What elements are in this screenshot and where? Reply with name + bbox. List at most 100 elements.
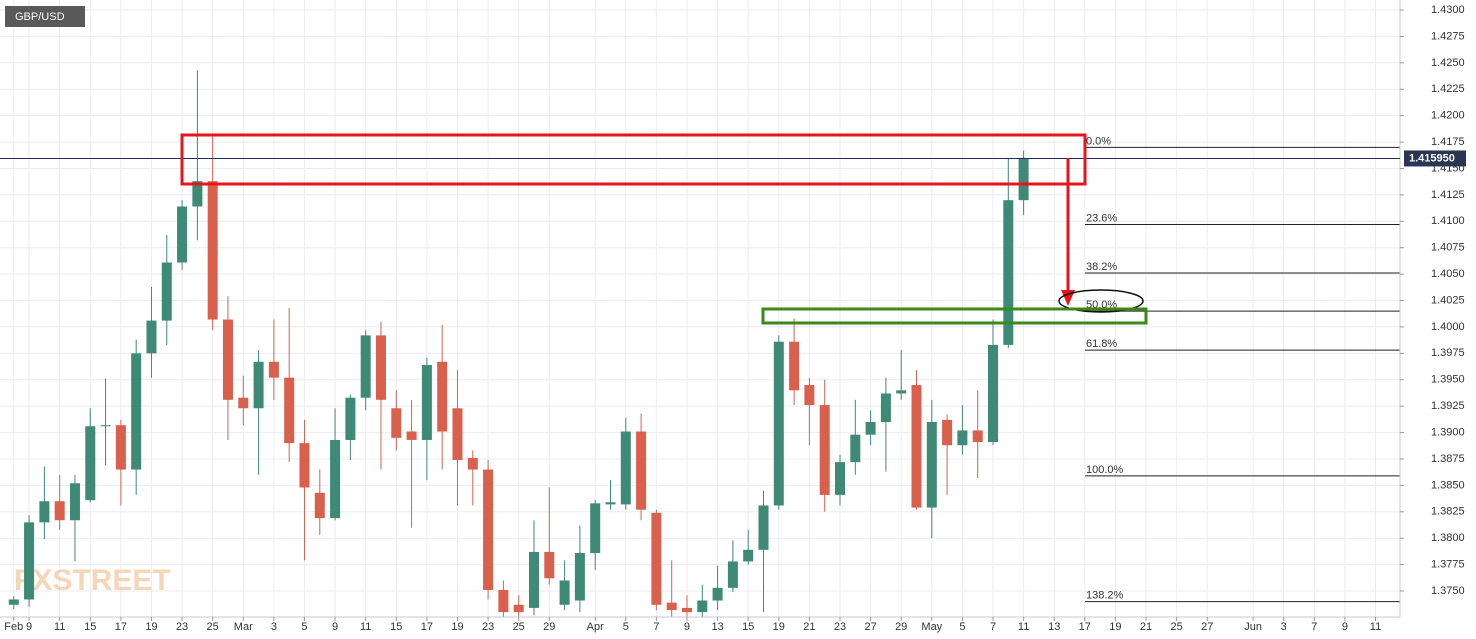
x-tick-label: 5 xyxy=(959,621,965,633)
candle-body xyxy=(620,431,631,505)
candle-body xyxy=(773,341,784,506)
y-tick-label: 1.4100 xyxy=(1431,215,1465,227)
highlight-ellipse xyxy=(1058,289,1144,313)
candle-body xyxy=(636,431,647,510)
y-tick-label: 1.3875 xyxy=(1431,453,1465,465)
arrow-head xyxy=(1061,290,1075,306)
y-tick-label: 1.4050 xyxy=(1431,268,1465,280)
candle-body xyxy=(712,587,723,601)
candle-body xyxy=(299,443,310,488)
y-tick-label: 1.4125 xyxy=(1431,189,1465,201)
candle-body xyxy=(1003,200,1014,345)
last-price-badge xyxy=(1404,150,1466,167)
candle-body xyxy=(605,502,616,505)
candle-body xyxy=(253,361,264,409)
candle-body xyxy=(222,319,233,400)
candle-body xyxy=(988,344,999,443)
y-tick-label: 1.4025 xyxy=(1431,294,1465,306)
support-box xyxy=(761,307,1148,325)
candle-body xyxy=(896,390,907,394)
candle-body xyxy=(69,483,80,521)
y-tick-label: 1.4075 xyxy=(1431,242,1465,254)
fib-label: 0.0% xyxy=(1086,135,1111,147)
candle-body xyxy=(574,552,585,601)
candle-body xyxy=(528,551,539,608)
y-tick-label: 1.3750 xyxy=(1431,585,1465,597)
candle-body xyxy=(391,408,402,438)
x-tick-label: 9 xyxy=(26,621,32,633)
fib-levels: 0.0%23.6%38.2%50.0%61.8%100.0%138.2% xyxy=(1085,135,1400,603)
x-tick-label: 15 xyxy=(390,621,402,633)
fib-label: 138.2% xyxy=(1086,589,1124,601)
candle-body xyxy=(789,341,800,391)
x-tick-label: 23 xyxy=(482,621,494,633)
y-tick-label: 1.4250 xyxy=(1431,57,1465,69)
x-tick-label: 29 xyxy=(543,621,555,633)
candle-body xyxy=(850,434,861,463)
x-tick-label: 7 xyxy=(990,621,996,633)
y-tick-label: 1.3800 xyxy=(1431,532,1465,544)
candle-body xyxy=(437,361,448,432)
x-tick-label: May xyxy=(921,621,942,633)
x-tick-label: 9 xyxy=(684,621,690,633)
y-tick-label: 1.3775 xyxy=(1431,559,1465,571)
x-tick-label: 11 xyxy=(1018,621,1029,633)
x-tick-label: Mar xyxy=(234,621,253,633)
y-tick-label: 1.4275 xyxy=(1431,30,1465,42)
x-tick-label: 15 xyxy=(742,621,754,633)
x-tick-label: 17 xyxy=(115,621,127,633)
candle-body xyxy=(238,397,249,409)
candle-body xyxy=(345,397,356,440)
candle-body xyxy=(360,335,371,398)
last-price-label: 1.415950 xyxy=(1409,152,1455,164)
candle-body xyxy=(697,600,708,613)
x-tick-label: 19 xyxy=(1109,621,1121,633)
x-tick-label: 19 xyxy=(773,621,785,633)
candle-body xyxy=(207,181,218,320)
candle-body xyxy=(483,469,494,590)
x-tick-label: Jun xyxy=(1244,621,1262,633)
resistance-box xyxy=(180,133,1087,186)
x-tick-label: 27 xyxy=(864,621,876,633)
candle-body xyxy=(544,551,555,579)
x-tick-label: 9 xyxy=(1342,621,1348,633)
y-tick-label: 1.4225 xyxy=(1431,83,1465,95)
candle-body xyxy=(880,393,891,423)
grid xyxy=(0,0,1400,617)
candle-body xyxy=(131,353,142,470)
candle-body xyxy=(743,549,754,562)
x-tick-label: Feb xyxy=(4,621,23,633)
candle-body xyxy=(24,522,35,600)
x-tick-label: 11 xyxy=(1370,621,1381,633)
candle-body xyxy=(957,430,968,446)
x-tick-label: 25 xyxy=(513,621,525,633)
x-tick-label: 21 xyxy=(1140,621,1152,633)
y-tick-label: 1.4175 xyxy=(1431,136,1465,148)
candle-body xyxy=(39,501,50,523)
x-tick-label: 25 xyxy=(1170,621,1182,633)
candle-body xyxy=(115,425,126,470)
candles xyxy=(8,70,1029,617)
x-tick-label: 27 xyxy=(1201,621,1213,633)
x-tick-label: 19 xyxy=(145,621,157,633)
candle-body xyxy=(452,408,463,461)
x-tick-label: 11 xyxy=(54,621,65,633)
axes: 1.4300 1.4275 1.4250 1.4225 1.4200 1.4175 1.41… xyxy=(0,4,1466,633)
x-tick-label: 13 xyxy=(1048,621,1060,633)
fib-label: 38.2% xyxy=(1086,261,1117,273)
candle-body xyxy=(330,439,341,519)
x-tick-label: 23 xyxy=(176,621,188,633)
x-tick-label: 5 xyxy=(301,621,307,633)
candle-body xyxy=(146,320,157,354)
y-tick-label: 1.3925 xyxy=(1431,400,1465,412)
x-tick-label: Apr xyxy=(587,621,604,633)
watermark: FXSTREET xyxy=(14,564,171,597)
x-tick-label: 25 xyxy=(207,621,219,633)
candle-body xyxy=(498,589,509,613)
chart-title: GBP/USD xyxy=(15,11,65,23)
y-tick-label: 1.3850 xyxy=(1431,479,1465,491)
candle-body xyxy=(406,431,417,440)
candle-body xyxy=(942,419,953,446)
y-tick-label: 1.3950 xyxy=(1431,374,1465,386)
x-tick-label: 5 xyxy=(623,621,629,633)
